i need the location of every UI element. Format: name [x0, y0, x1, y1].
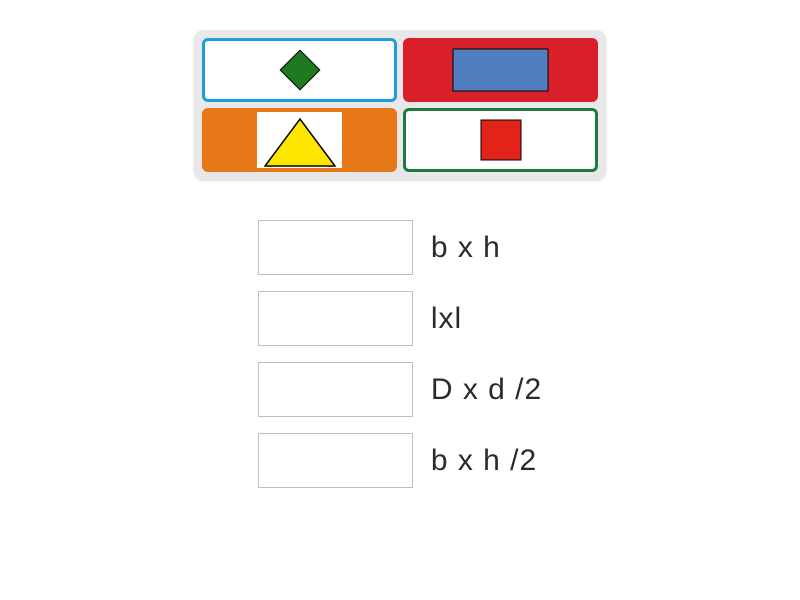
rectangle-icon [451, 46, 551, 94]
triangle-icon [262, 116, 338, 168]
diamond-icon [272, 42, 328, 98]
drop-slot[interactable] [258, 220, 413, 275]
answer-row: b x h /2 [258, 433, 542, 488]
formula-label: lxl [431, 302, 462, 336]
answer-row: b x h [258, 220, 542, 275]
drop-slot[interactable] [258, 433, 413, 488]
answer-row: lxl [258, 291, 542, 346]
answer-list: b x h lxl D x d /2 b x h /2 [258, 220, 542, 488]
drop-slot[interactable] [258, 291, 413, 346]
square-icon [478, 117, 524, 163]
square-card[interactable] [403, 108, 598, 172]
drop-slot[interactable] [258, 362, 413, 417]
answer-row: D x d /2 [258, 362, 542, 417]
formula-label: b x h /2 [431, 444, 537, 478]
triangle-card[interactable] [202, 108, 397, 172]
formula-label: D x d /2 [431, 373, 542, 407]
formula-label: b x h [431, 231, 501, 265]
diamond-card[interactable] [202, 38, 397, 102]
shape-palette [194, 30, 606, 180]
rectangle-card[interactable] [403, 38, 598, 102]
